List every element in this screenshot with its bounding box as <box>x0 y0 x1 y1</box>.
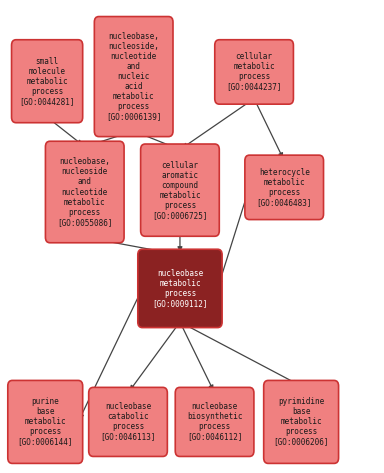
Text: small
molecule
metabolic
process
[GO:0044281]: small molecule metabolic process [GO:004… <box>19 57 75 106</box>
Text: nucleobase
metabolic
process
[GO:0009112]: nucleobase metabolic process [GO:0009112… <box>152 269 208 308</box>
Text: pyrimidine
base
metabolic
process
[GO:0006206]: pyrimidine base metabolic process [GO:00… <box>273 397 329 447</box>
FancyBboxPatch shape <box>138 249 222 328</box>
Text: nucleobase,
nucleoside,
nucleotide
and
nucleic
acid
metabolic
process
[GO:000613: nucleobase, nucleoside, nucleotide and n… <box>106 32 161 121</box>
FancyBboxPatch shape <box>175 387 254 456</box>
Text: nucleobase
biosynthetic
process
[GO:0046112]: nucleobase biosynthetic process [GO:0046… <box>187 403 242 441</box>
Text: heterocycle
metabolic
process
[GO:0046483]: heterocycle metabolic process [GO:004648… <box>257 168 312 207</box>
FancyBboxPatch shape <box>45 141 124 243</box>
FancyBboxPatch shape <box>264 380 339 464</box>
Text: nucleobase
catabolic
process
[GO:0046113]: nucleobase catabolic process [GO:0046113… <box>100 403 156 441</box>
FancyBboxPatch shape <box>245 155 324 219</box>
Text: cellular
aromatic
compound
metabolic
process
[GO:0006725]: cellular aromatic compound metabolic pro… <box>152 160 208 220</box>
FancyBboxPatch shape <box>8 380 83 464</box>
FancyBboxPatch shape <box>89 387 167 456</box>
Text: cellular
metabolic
process
[GO:0044237]: cellular metabolic process [GO:0044237] <box>226 53 282 91</box>
Text: nucleobase,
nucleoside
and
nucleotide
metabolic
process
[GO:0055086]: nucleobase, nucleoside and nucleotide me… <box>57 158 113 227</box>
Text: purine
base
metabolic
process
[GO:0006144]: purine base metabolic process [GO:000614… <box>18 397 73 447</box>
FancyBboxPatch shape <box>12 40 83 123</box>
FancyBboxPatch shape <box>215 40 293 104</box>
FancyBboxPatch shape <box>141 144 219 236</box>
FancyBboxPatch shape <box>94 17 173 137</box>
